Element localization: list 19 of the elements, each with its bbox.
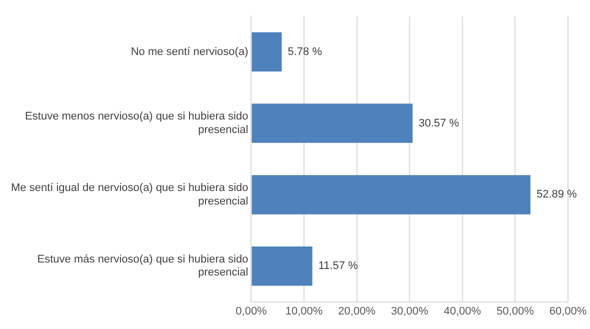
x-tick-label: 60,00%	[549, 305, 587, 318]
bar	[252, 32, 282, 72]
data-label: 5.78 %	[288, 46, 322, 58]
data-label: 30.57 %	[418, 117, 460, 130]
bar	[252, 246, 312, 286]
data-label: 11.57 %	[318, 260, 358, 272]
y-tick-label: No me sentí nervioso(a)	[130, 46, 248, 58]
x-tick-label: 30,00%	[390, 305, 428, 318]
x-tick-label: 50,00%	[496, 305, 534, 318]
x-tick-label: 10,00%	[285, 305, 323, 318]
x-tick-label: 40,00%	[444, 305, 482, 318]
data-label: 52.89 %	[536, 188, 578, 201]
bar	[252, 175, 530, 214]
x-tick-label: 20,00%	[338, 305, 376, 318]
y-tick-label: Estuve menos nervioso(a) que si hubiera sido presencial	[25, 110, 248, 136]
y-tick-label: Estuve más nervioso(a) que si hubiera sido presencial	[37, 254, 248, 279]
bar	[252, 104, 413, 143]
x-tick-label: 0,00%	[236, 305, 268, 318]
y-tick-label: Me sentí igual de nervioso(a) que si hubiera sido presencial	[10, 182, 248, 208]
